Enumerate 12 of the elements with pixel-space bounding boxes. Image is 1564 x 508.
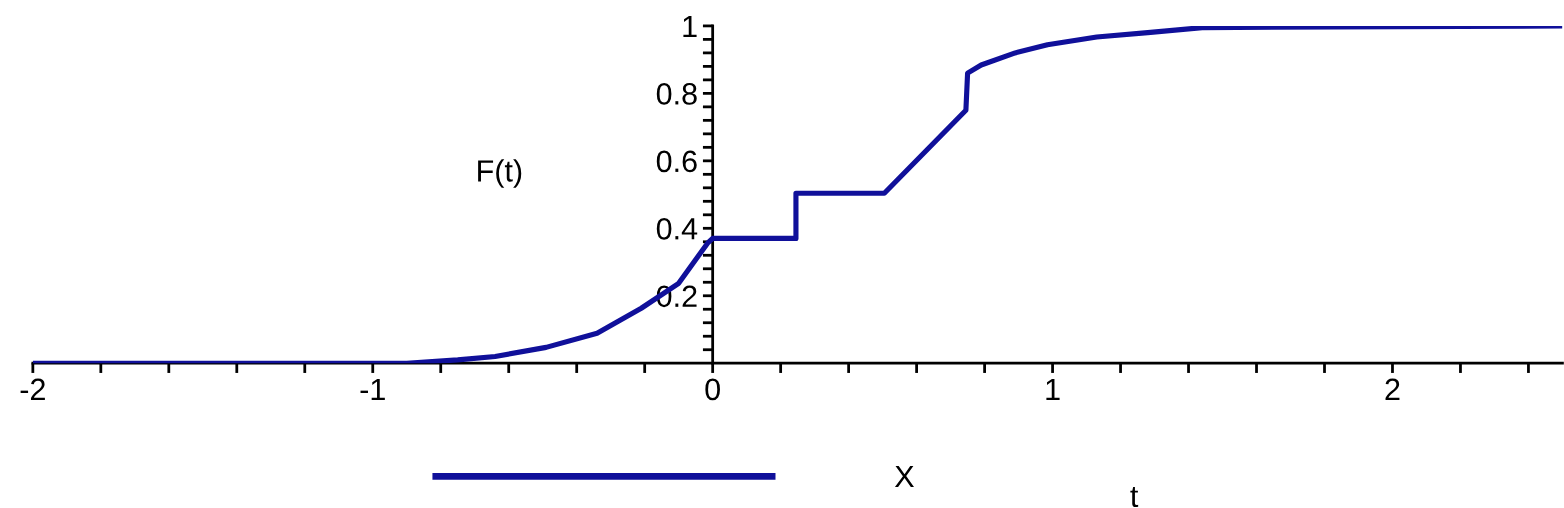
- x-tick-label: -1: [360, 378, 385, 400]
- y-tick-label: 1: [683, 15, 697, 37]
- y-axis-title: F(t): [478, 159, 522, 188]
- y-tick-label: 0.8: [656, 83, 697, 105]
- x-tick-label: -2: [20, 378, 45, 400]
- y-tick-label: 0.6: [656, 150, 697, 173]
- text: X: [894, 466, 914, 488]
- x-tick-label: 0: [705, 378, 720, 401]
- y-tick-label: 0.4: [656, 218, 698, 240]
- x-tick-label: 2: [1385, 378, 1400, 400]
- x-tick-label: 1: [1046, 378, 1060, 400]
- x-axis-title: t: [1130, 487, 1139, 508]
